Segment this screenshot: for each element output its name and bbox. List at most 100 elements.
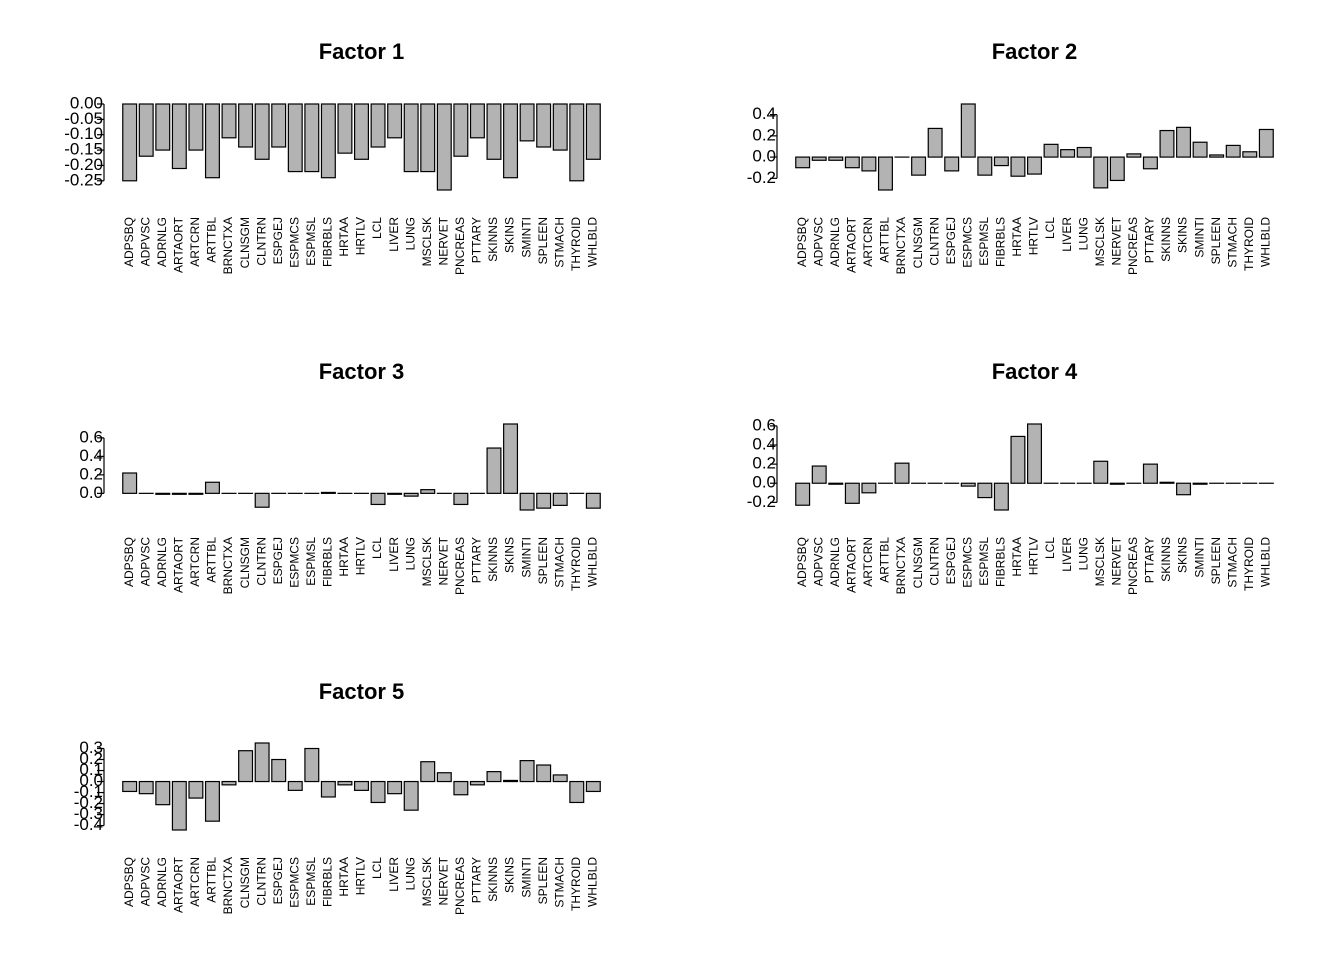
x-tick-label: WHLBLD — [586, 217, 600, 267]
bar — [552, 103, 568, 151]
chart-title: Factor 1 — [319, 39, 405, 64]
x-tick-label: LIVER — [387, 217, 401, 252]
bar — [944, 156, 960, 172]
bar — [387, 492, 403, 495]
bar — [811, 156, 827, 161]
y-tick-label: 0.4 — [79, 446, 103, 465]
bar — [795, 156, 811, 169]
y-tick-label: -0.2 — [747, 168, 776, 187]
x-tick-label: ADPVSC — [138, 537, 152, 587]
x-tick-label: ESPMSL — [977, 537, 991, 586]
bar — [254, 103, 270, 160]
bar — [304, 747, 320, 783]
x-tick-label: NERVET — [436, 856, 450, 905]
x-tick-label: SKINS — [503, 537, 517, 573]
bar — [585, 780, 601, 793]
x-tick-label: BRNCTXA — [221, 857, 235, 914]
x-tick-label: ADRNLG — [155, 857, 169, 907]
x-tick-label: ARTTBL — [878, 537, 892, 583]
bar — [1176, 482, 1192, 496]
bar — [320, 103, 336, 179]
bar — [188, 492, 204, 495]
x-tick-label: SKINS — [503, 217, 517, 253]
bar — [155, 780, 171, 806]
bar — [1209, 154, 1225, 158]
y-tick-label: 0.2 — [752, 454, 776, 473]
bar — [486, 103, 502, 160]
bar — [861, 482, 877, 494]
x-tick-label: ESPMCS — [960, 217, 974, 268]
bar — [1093, 156, 1109, 189]
y-tick-label: 0.2 — [79, 749, 103, 768]
x-tick-label: ESPMSL — [304, 217, 318, 266]
bar — [204, 780, 220, 822]
y-tick-label: -0.05 — [64, 109, 103, 128]
x-tick-label: ESPMCS — [960, 537, 974, 588]
y-tick-label: 0.0 — [79, 483, 103, 502]
x-tick-label: ARTAORT — [172, 536, 186, 593]
y-tick-label: 0.4 — [752, 435, 776, 454]
x-tick-label: ESPMCS — [287, 217, 301, 268]
bar — [519, 760, 535, 783]
y-tick-label: -0.3 — [74, 804, 103, 823]
x-tick-label: SKINS — [1176, 537, 1190, 573]
x-tick-label: LUNG — [403, 537, 417, 570]
x-tick-label: LIVER — [1060, 537, 1074, 572]
x-tick-label: ADPSBQ — [795, 537, 809, 587]
x-tick-label: ARTAORT — [172, 216, 186, 273]
bar — [238, 103, 254, 148]
x-tick-label: HRTAA — [337, 537, 351, 577]
bar — [977, 482, 993, 499]
x-tick-label: ESPMCS — [287, 857, 301, 908]
bar — [320, 780, 336, 798]
chart-title: Factor 3 — [319, 359, 405, 384]
x-tick-label: LCL — [1043, 217, 1057, 239]
bar — [204, 103, 220, 179]
bar — [287, 103, 303, 173]
bar — [828, 482, 844, 485]
y-tick-label: -0.10 — [64, 124, 103, 143]
x-tick-label: HRTLV — [354, 537, 368, 575]
bar — [1093, 460, 1109, 484]
x-tick-label: ADPVSC — [811, 217, 825, 267]
x-tick-label: BRNCTXA — [894, 217, 908, 274]
bar — [1076, 146, 1092, 158]
bar — [1010, 435, 1026, 484]
bar — [254, 742, 270, 783]
x-tick-label: LIVER — [1060, 217, 1074, 252]
x-tick-label: ESPGEJ — [271, 857, 285, 904]
bar — [927, 127, 943, 158]
y-tick-label: -0.15 — [64, 140, 103, 159]
bar — [320, 491, 336, 494]
bar — [911, 156, 927, 176]
x-tick-label: SMINTI — [1192, 537, 1206, 578]
x-tick-label: ADRNLG — [155, 537, 169, 587]
x-tick-label: WHLBLD — [1259, 217, 1273, 267]
bar — [469, 780, 485, 786]
bar — [585, 103, 601, 160]
x-tick-label: HRTAA — [337, 857, 351, 897]
bar — [1026, 423, 1042, 484]
bar — [1225, 144, 1241, 158]
x-tick-label: HRTAA — [1010, 217, 1024, 257]
bar — [1192, 141, 1208, 158]
x-tick-label: HRTLV — [354, 217, 368, 255]
x-tick-label: BRNCTXA — [894, 537, 908, 594]
x-tick-label: ESPMCS — [287, 537, 301, 588]
bar — [171, 492, 187, 495]
y-tick-label: -0.20 — [64, 155, 103, 174]
x-tick-label: SKINS — [1176, 217, 1190, 253]
y-tick-label: -0.4 — [74, 815, 103, 834]
bar — [171, 780, 187, 831]
x-tick-label: NERVET — [436, 216, 450, 265]
bar — [1142, 156, 1158, 170]
bar — [403, 492, 419, 497]
x-tick-label: ADRNLG — [828, 537, 842, 587]
x-tick-label: ARTCRN — [188, 537, 202, 587]
bar — [403, 780, 419, 811]
x-tick-label: STMACH — [552, 217, 566, 268]
bar — [1258, 128, 1274, 158]
bar — [811, 465, 827, 484]
x-tick-label: BRNCTXA — [221, 537, 235, 594]
bar — [585, 492, 601, 509]
